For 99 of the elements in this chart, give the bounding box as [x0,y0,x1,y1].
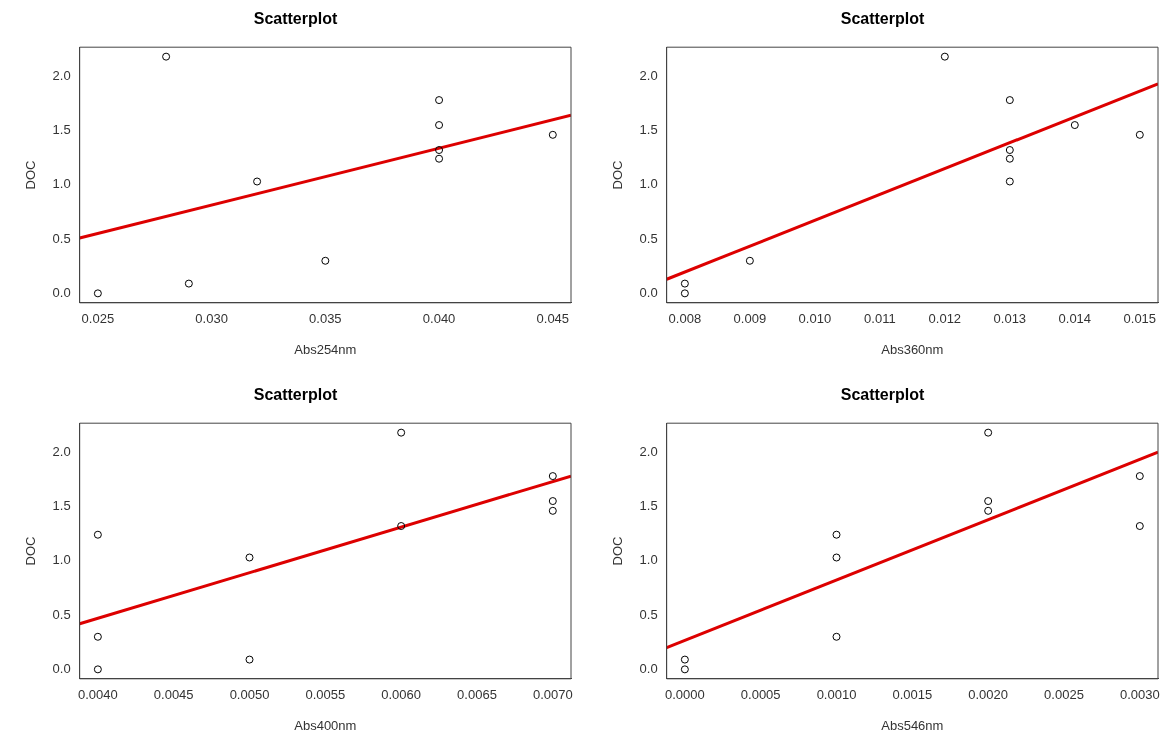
x-tick-label: 0.0060 [381,687,422,703]
point [548,506,557,515]
y-tick-label: 2.0 [52,67,71,83]
point [680,279,689,288]
x-tick-label: 0.0030 [1119,687,1160,703]
point [435,96,444,105]
x-tick-label: 0.0010 [816,687,857,703]
point [245,553,254,562]
point [832,530,841,539]
point [253,177,262,186]
point [184,279,193,288]
y-tick-label: 2.0 [639,67,658,83]
point [397,428,406,437]
x-tick-label: 0.0005 [740,687,781,703]
point [680,665,689,674]
x-tick-label: 0.0015 [892,687,933,703]
x-tick-label: 0.015 [1123,311,1157,327]
x-tick-label: 0.0065 [457,687,497,703]
chart-title: Scatterplot [253,10,338,28]
y-tick-label: 1.5 [52,498,71,514]
x-tick-label: 0.014 [1058,311,1092,327]
point [680,289,689,298]
x-tick-label: 0.045 [536,311,570,327]
y-tick-label: 0.5 [52,606,71,622]
y-tick-label: 1.5 [52,122,71,138]
x-tick-label: 0.009 [733,311,767,327]
y-tick-label: 0.0 [52,660,71,676]
y-tick-label: 1.0 [52,176,71,192]
y-axis-title: DOC [610,160,626,190]
point [1135,522,1144,531]
point [321,256,330,265]
x-tick-label: 0.0025 [1044,687,1084,703]
y-tick-label: 0.0 [639,284,658,300]
y-tick-label: 0.5 [52,230,71,246]
point [1005,146,1014,155]
x-axis-title: Abs360nm [881,341,944,357]
point [680,655,689,664]
x-tick-label: 0.010 [798,311,832,327]
point [1005,177,1014,186]
x-tick-label: 0.0050 [229,687,270,703]
x-tick-label: 0.0055 [305,687,346,703]
chart-title: Scatterplot [840,386,925,404]
point [832,553,841,562]
point [93,289,102,298]
x-axis-title: Abs400nm [294,717,357,733]
chart-title: Scatterplot [840,10,925,28]
x-tick-label: 0.0020 [968,687,1009,703]
chart-title: Scatterplot [253,386,338,404]
point [548,497,557,506]
x-tick-label: 0.0045 [153,687,194,703]
y-tick-label: 1.5 [639,122,658,138]
point [93,665,102,674]
y-tick-label: 2.0 [52,443,71,459]
point [397,522,406,531]
y-tick-label: 1.5 [639,498,658,514]
y-tick-label: 0.5 [639,230,658,246]
point [435,146,444,155]
point [1005,154,1014,163]
point [984,428,993,437]
y-tick-label: 0.0 [52,284,71,300]
point [984,506,993,515]
x-tick-label: 0.040 [422,311,456,327]
point [548,472,557,481]
y-axis-title: DOC [23,536,39,566]
x-tick-label: 0.0040 [77,687,118,703]
point [93,632,102,641]
point [1135,130,1144,139]
x-tick-label: 0.035 [309,311,342,327]
point [1070,121,1079,130]
point [745,256,754,265]
x-tick-label: 0.025 [81,311,115,327]
point [245,655,254,664]
y-tick-label: 1.0 [639,176,658,192]
x-axis-title: Abs546nm [881,717,944,733]
y-axis-title: DOC [610,536,626,566]
point [1135,472,1144,481]
point [984,497,993,506]
x-axis-title: Abs254nm [294,341,357,357]
x-tick-label: 0.011 [864,311,896,327]
point [435,121,444,130]
y-tick-label: 1.0 [52,552,71,568]
y-tick-label: 0.5 [639,606,658,622]
x-tick-label: 0.013 [993,311,1027,327]
point [548,130,557,139]
x-tick-label: 0.012 [928,311,962,327]
y-tick-label: 1.0 [639,552,658,568]
x-tick-label: 0.0070 [532,687,573,703]
y-axis-title: DOC [23,160,39,190]
x-tick-label: 0.0000 [664,687,705,703]
point [940,52,949,61]
point [832,632,841,641]
y-tick-label: 2.0 [639,443,658,459]
x-tick-label: 0.030 [195,311,228,327]
point [162,52,171,61]
x-tick-label: 0.008 [668,311,702,327]
point [435,154,444,163]
point [93,530,102,539]
point [1005,96,1014,105]
y-tick-label: 0.0 [639,660,658,676]
